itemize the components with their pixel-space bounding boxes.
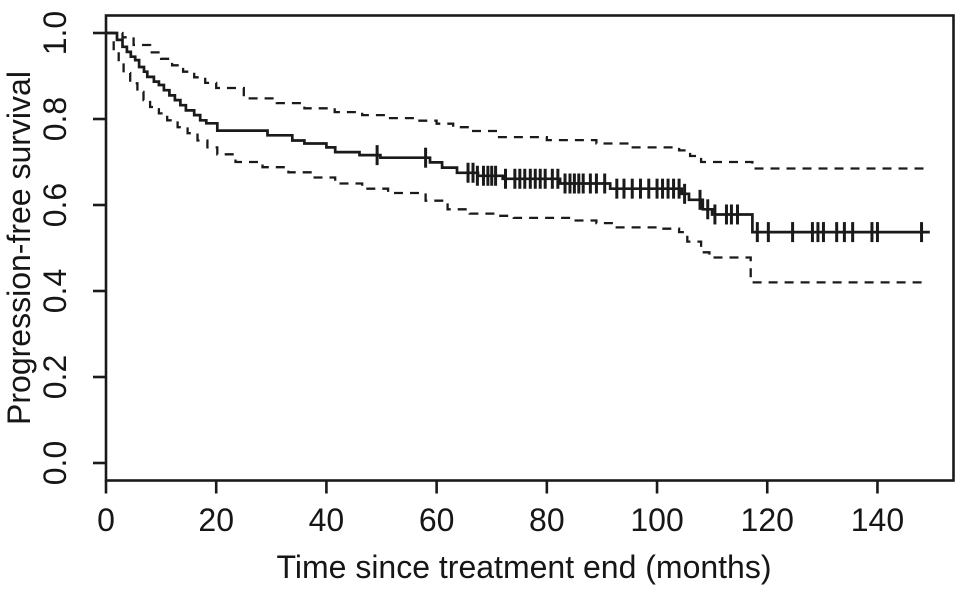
x-tick-label: 40	[309, 502, 345, 538]
plot-area: 0 20 40 60 80 100 120 140 0.0 0.2 0.4 0.6 0.8 1.0	[37, 11, 955, 538]
y-tick-label: 1.0	[37, 11, 73, 55]
x-tick-label: 80	[529, 502, 565, 538]
x-axis-title: Time since treatment end (months)	[277, 549, 772, 585]
y-tick-label: 0.6	[37, 183, 73, 227]
x-tick-label: 120	[741, 502, 794, 538]
lower-95-ci-curve	[106, 31, 925, 284]
x-tick-label: 60	[419, 502, 455, 538]
y-axis-title: Progression-free survival	[1, 71, 37, 425]
x-tick-label: 20	[198, 502, 234, 538]
y-tick-label: 0.8	[37, 97, 73, 141]
upper-95-ci-curve	[106, 31, 925, 170]
y-tick-label: 0.4	[37, 269, 73, 313]
km-estimate-curve	[106, 31, 930, 234]
y-tick-label: 0.2	[37, 355, 73, 399]
plot-box	[104, 14, 955, 482]
y-tick-label: 0.0	[37, 441, 73, 485]
x-tick-label: 100	[630, 502, 683, 538]
x-tick-label: 0	[97, 502, 115, 538]
x-tick-label: 140	[851, 502, 904, 538]
censor-marks	[375, 145, 924, 243]
